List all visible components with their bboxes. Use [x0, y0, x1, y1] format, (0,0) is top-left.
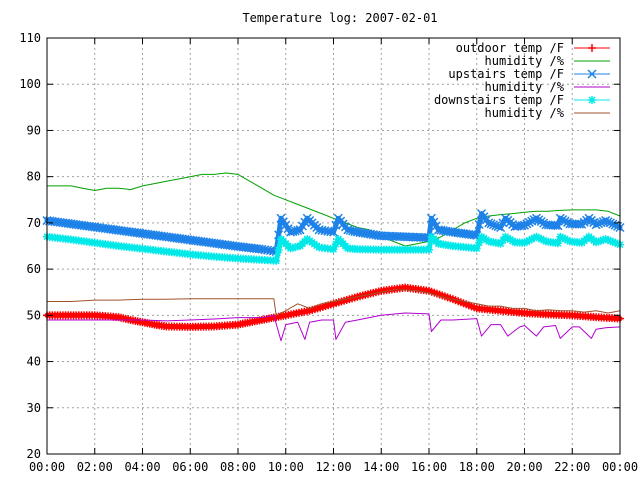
data-point [596, 218, 606, 228]
chart-title: Temperature log: 2007-02-01 [242, 11, 437, 25]
x-tick-label: 06:00 [172, 460, 208, 474]
legend-item: humidity /% [485, 54, 610, 68]
legend-item: humidity /% [485, 106, 610, 120]
legend-label: humidity /% [485, 80, 565, 94]
legend-label: upstairs temp /F [448, 67, 564, 81]
legend-item: outdoor temp /F [456, 41, 610, 55]
data-point [474, 219, 484, 230]
data-point [328, 227, 339, 237]
data-point [603, 217, 613, 227]
legend-marker [588, 44, 596, 52]
x-tick-label: 14:00 [363, 460, 399, 474]
y-tick-label: 50 [27, 308, 41, 322]
data-point [551, 220, 561, 231]
data-point [469, 230, 479, 240]
data-point [491, 221, 501, 231]
x-tick-label: 12:00 [315, 460, 351, 474]
data-point [553, 239, 562, 248]
data-point [496, 222, 506, 233]
data-point [493, 222, 503, 232]
data-point [486, 219, 496, 229]
legend-label: humidity /% [485, 54, 565, 68]
data-point [553, 221, 563, 231]
data-point [608, 219, 618, 229]
legend-item: upstairs temp /F [448, 67, 610, 81]
series-1-humidity [46, 172, 621, 247]
y-tick-label: 20 [27, 447, 41, 461]
series-layer [42, 172, 625, 342]
legend-marker [588, 96, 596, 104]
x-tick-label: 18:00 [459, 460, 495, 474]
legend-item: downstairs temp /F [434, 93, 610, 107]
data-point [605, 218, 615, 228]
data-point [591, 220, 601, 230]
x-tick-label: 08:00 [220, 460, 256, 474]
legend-label: outdoor temp /F [456, 41, 564, 55]
data-point [484, 218, 494, 228]
data-point [574, 219, 584, 229]
data-point [488, 220, 498, 230]
legend-label: humidity /% [485, 106, 565, 120]
x-tick-label: 20:00 [506, 460, 542, 474]
data-point [274, 245, 283, 254]
series-4-downstairs-temp-f [43, 232, 624, 265]
grid-lines [47, 38, 620, 454]
data-point [601, 216, 611, 226]
x-tick-label: 04:00 [124, 460, 160, 474]
y-tick-label: 70 [27, 216, 41, 230]
series-2-upstairs-temp-f [42, 209, 625, 257]
x-tick-label: 02:00 [77, 460, 113, 474]
y-tick-label: 110 [19, 31, 41, 45]
y-tick-label: 40 [27, 355, 41, 369]
y-tick-label: 90 [27, 123, 41, 137]
data-point [498, 218, 508, 228]
x-tick-label: 10:00 [268, 460, 304, 474]
data-point [326, 227, 336, 237]
legend-label: downstairs temp /F [434, 93, 564, 107]
legend-item: humidity /% [485, 80, 610, 94]
legend-marker [587, 69, 597, 79]
data-point [272, 256, 281, 265]
x-tick-label: 00:00 [29, 460, 65, 474]
x-tick-label: 00:00 [602, 460, 638, 474]
y-tick-label: 60 [27, 262, 41, 276]
y-tick-label: 100 [19, 77, 41, 91]
x-tick-label: 16:00 [411, 460, 447, 474]
series-5-humidity [46, 289, 621, 316]
series-line [46, 312, 621, 342]
data-point [593, 219, 604, 229]
data-point [475, 238, 484, 247]
series-line [46, 172, 621, 247]
series-3-humidity [46, 312, 621, 342]
plot-border [46, 37, 621, 455]
x-tick-label: 22:00 [554, 460, 590, 474]
axes: 20 30 40 50 60 70 80 90 100 110 00:00 02:00 04:00 06:… [19, 31, 638, 474]
series-0-outdoor-temp-f [43, 283, 624, 331]
data-point [517, 221, 527, 231]
series-line [46, 289, 621, 316]
y-tick-label: 30 [27, 401, 41, 415]
y-tick-label: 80 [27, 170, 41, 184]
data-point [425, 245, 433, 254]
